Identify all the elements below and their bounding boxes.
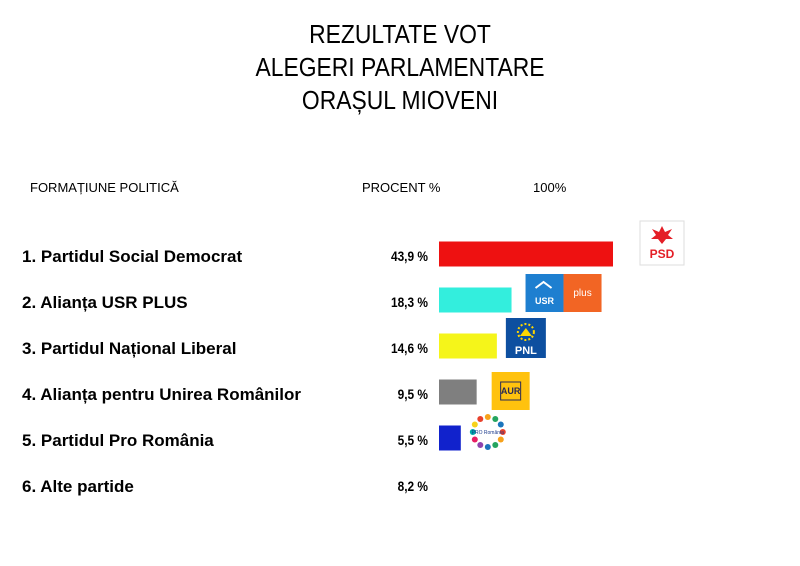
pnl-logo-text: PNL	[515, 345, 537, 357]
bar	[439, 379, 477, 405]
usr-arrow-icon	[534, 280, 553, 289]
percent-label: 18,3 %	[391, 294, 428, 310]
bar	[439, 333, 497, 359]
aur-logo-text: AUR	[501, 386, 521, 396]
bar	[439, 241, 613, 267]
party-label: 5. Partidul Pro România	[22, 431, 214, 450]
aur-logo-panel	[491, 372, 530, 410]
map-outline-icon	[500, 381, 522, 401]
bar	[439, 425, 461, 451]
plus-logo-text: plus	[573, 288, 591, 299]
psd-logo: PSD	[639, 220, 685, 266]
usr-plus-logo: USR plus	[525, 274, 602, 312]
party-label: 1. Partidul Social Democrat	[22, 247, 242, 266]
stars-icon	[516, 323, 535, 341]
ring-dot-icon	[497, 436, 504, 443]
percent-column-header: PROCENT %	[362, 180, 441, 195]
ring-dot-icon	[471, 421, 478, 428]
title-line-2: ALEGERI PARLAMENTARE	[255, 52, 545, 82]
party-label: 4. Alianța pentru Unirea Românilor	[22, 385, 301, 404]
psd-logo-text: PSD	[650, 247, 675, 261]
full-scale-label: 100%	[533, 180, 567, 195]
ring-dot-icon	[477, 416, 484, 423]
chart-title: REZULTATE VOT ALEGERI PARLAMENTARE ORAȘU…	[48, 18, 752, 117]
percent-label: 9,5 %	[398, 386, 429, 402]
party-label: 2. Alianța USR PLUS	[22, 293, 188, 312]
rose-icon	[651, 226, 673, 244]
usr-logo-panel	[525, 274, 564, 312]
ring-dot-icon	[484, 414, 491, 420]
pro-romania-logo: PRO România	[469, 414, 506, 450]
ring-dot-icon	[469, 429, 476, 435]
ring-dot-icon	[497, 421, 504, 428]
ring-dot-icon	[471, 436, 478, 443]
bar	[439, 287, 512, 313]
arrow-icon	[519, 328, 532, 336]
party-label: 6. Alte partide	[22, 477, 134, 496]
ring-dot-icon	[477, 441, 484, 448]
plus-logo-panel	[563, 274, 602, 312]
percent-label: 5,5 %	[398, 432, 429, 448]
party-column-header: FORMAȚIUNE POLITICĂ	[30, 180, 179, 195]
ring-dot-icon	[484, 444, 491, 450]
title-line-1: REZULTATE VOT	[309, 19, 491, 49]
ring-dot-icon	[499, 429, 506, 435]
pnl-logo: PNL	[505, 318, 546, 358]
ring-dot-icon	[492, 416, 499, 423]
ring-dot-icon	[492, 441, 499, 448]
percent-label: 43,9 %	[391, 248, 428, 264]
percent-label: 14,6 %	[391, 340, 428, 356]
pro-logo-text: PRO România	[472, 430, 504, 436]
title-line-3: ORAȘUL MIOVENI	[301, 85, 499, 115]
party-label: 3. Partidul Național Liberal	[22, 339, 236, 358]
usr-logo-text: USR	[535, 296, 555, 306]
aur-logo: AUR	[491, 372, 530, 410]
percent-label: 8,2 %	[398, 478, 429, 494]
